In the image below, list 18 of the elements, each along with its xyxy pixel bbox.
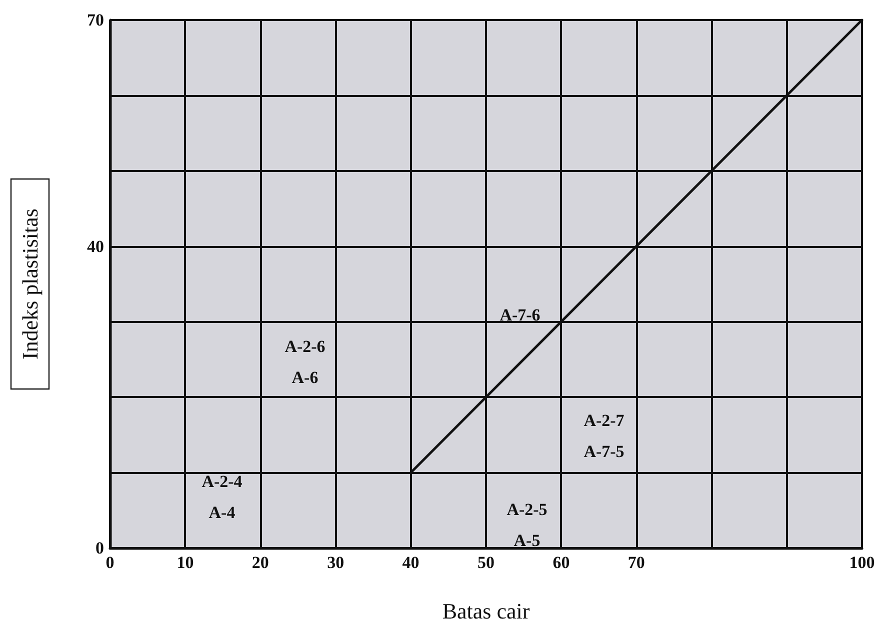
x-tick-label: 10 — [176, 553, 194, 572]
x-axis-title: Batas cair — [442, 598, 530, 624]
y-tick-label: 70 — [87, 10, 104, 30]
y-tick-label: 40 — [87, 236, 104, 256]
x-tick-label: 70 — [628, 553, 645, 572]
annotation: A-2-4 A-4 — [202, 472, 243, 522]
x-tick-label: 40 — [402, 553, 420, 572]
annotation: A-7-6 — [500, 306, 540, 324]
x-tick-label: 60 — [552, 553, 570, 572]
x-tick-label: 100 — [849, 553, 875, 572]
annotation: A-2-6 A-6 — [284, 337, 326, 387]
x-tick-label: 50 — [478, 553, 494, 572]
x-tick-label: 20 — [252, 553, 269, 572]
annotation: A-2-5 A-5 — [506, 500, 548, 550]
y-axis-title: Indeks plastisitas — [18, 208, 42, 360]
annotation: A-2-7 A-7-5 — [584, 411, 625, 461]
y-tick-label: 0 — [96, 538, 104, 558]
x-tick-label: 30 — [327, 553, 344, 572]
